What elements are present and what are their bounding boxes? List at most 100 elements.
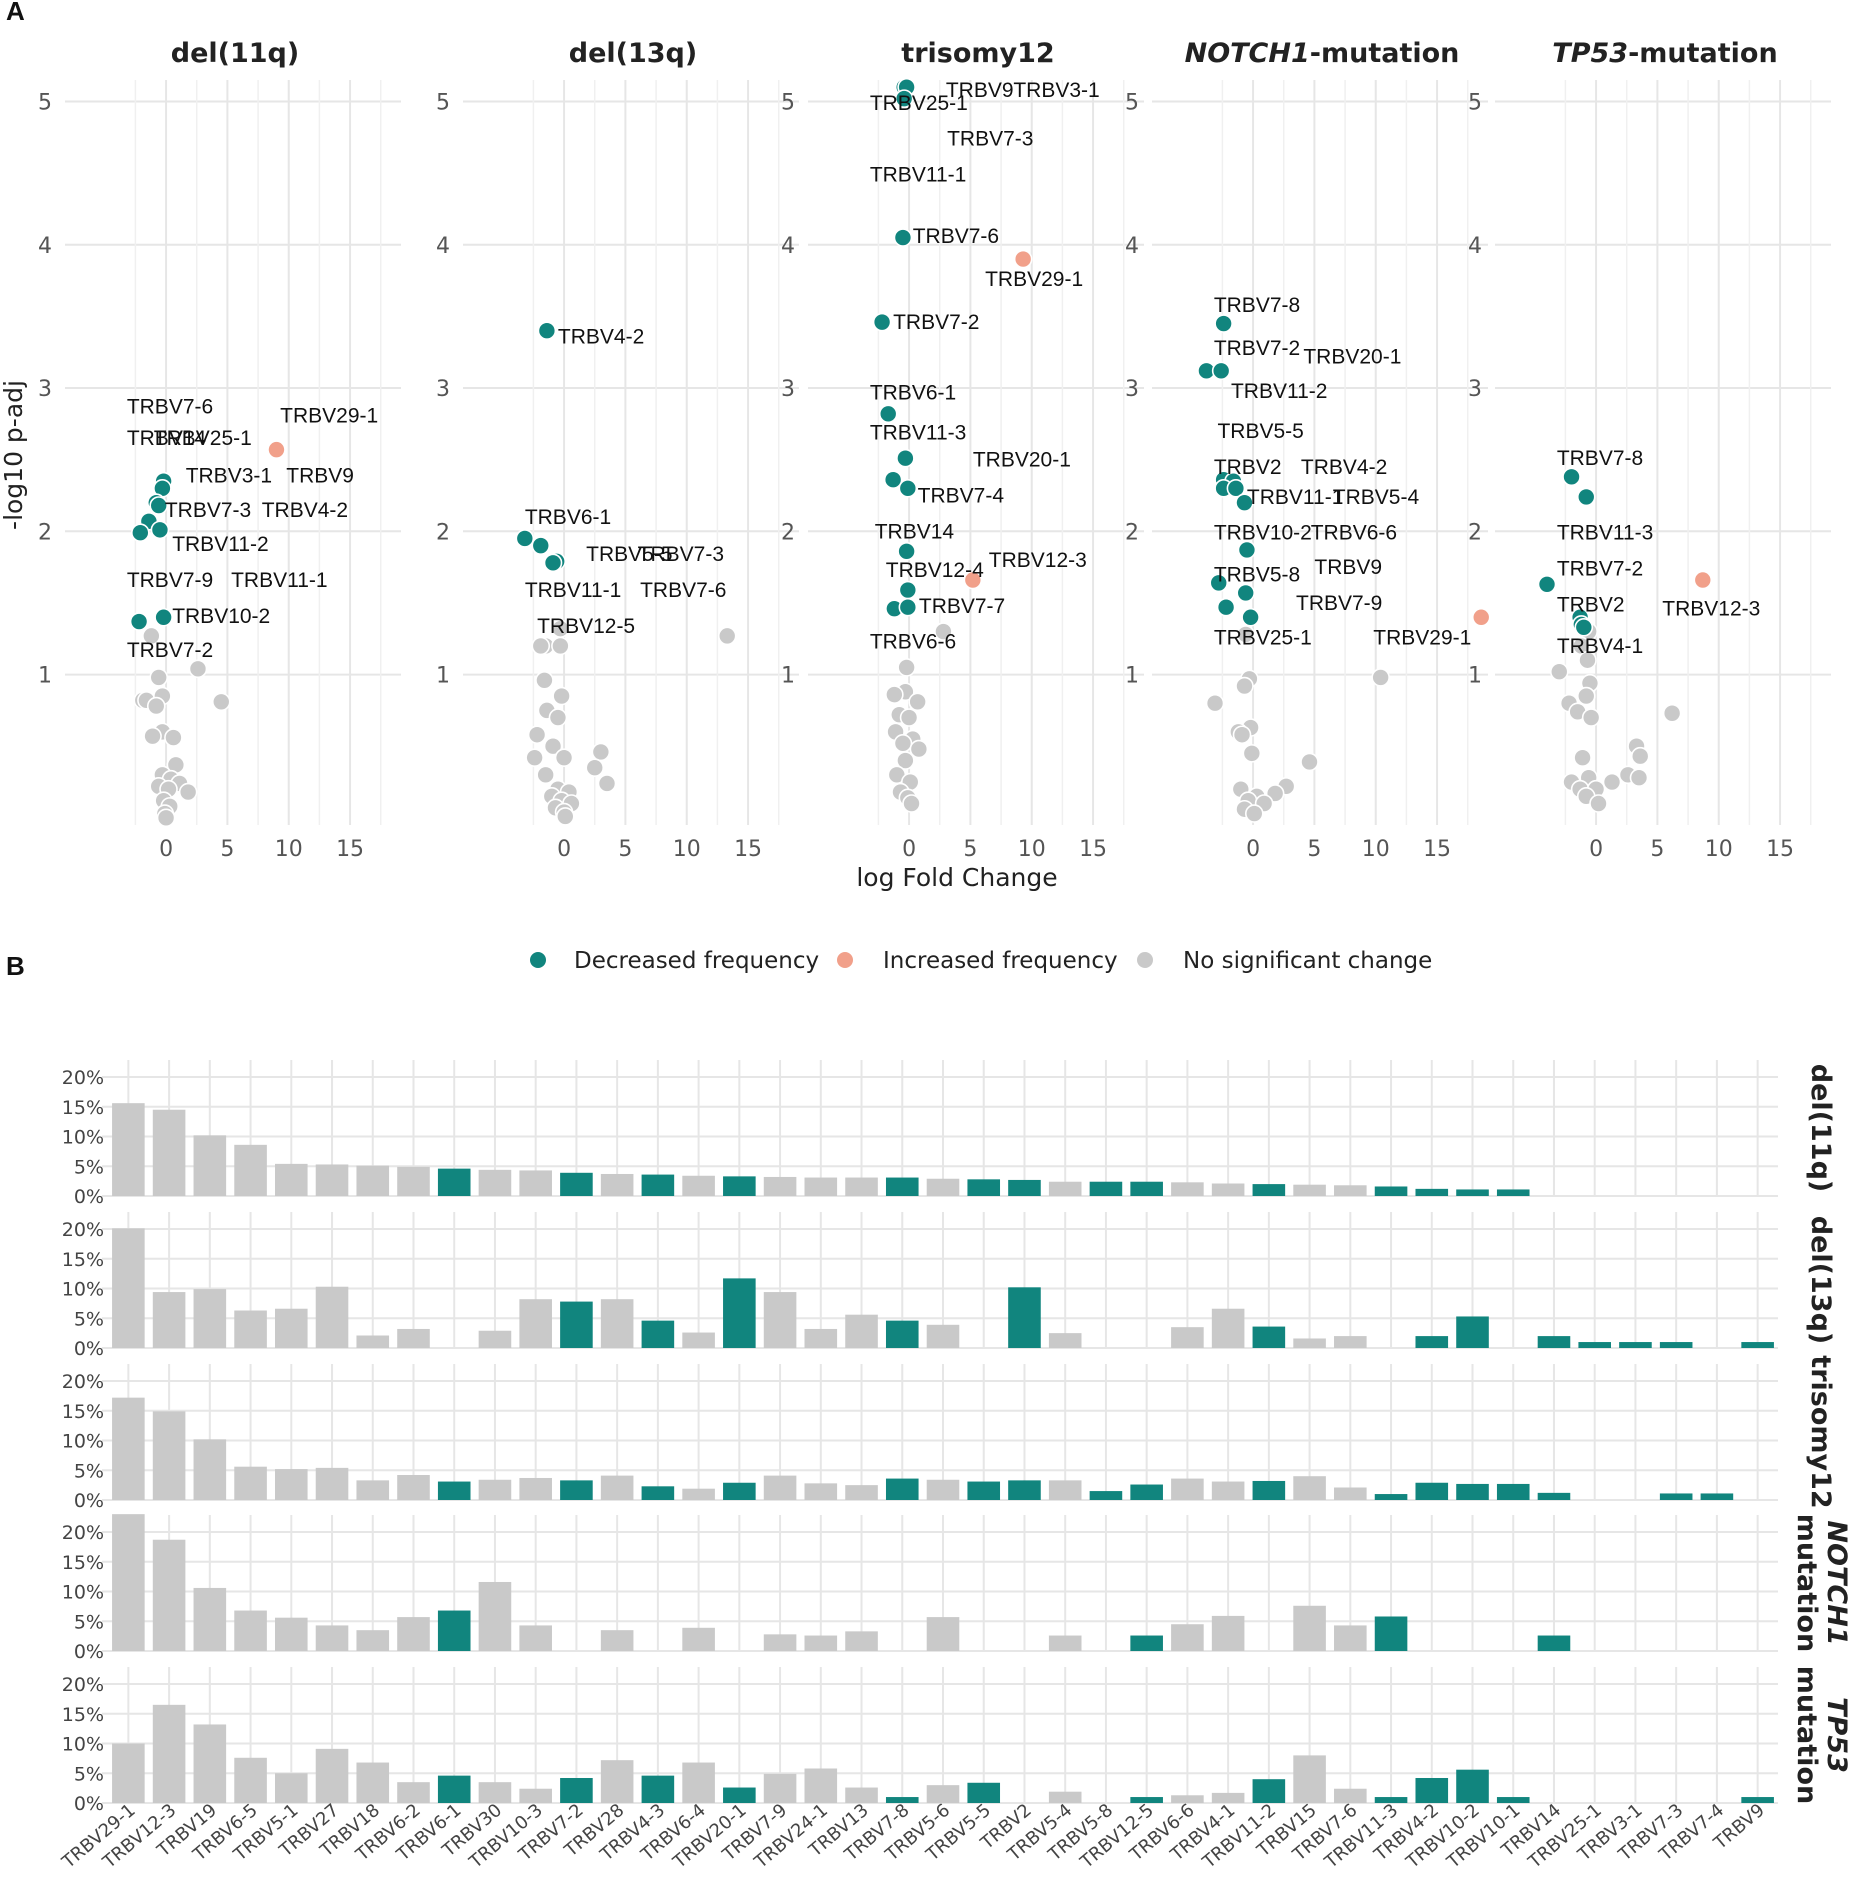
bar-no-change: [315, 1286, 349, 1348]
y-tick-label: 3: [436, 377, 450, 402]
bar-no-change: [152, 1109, 186, 1196]
bar-no-change: [804, 1635, 838, 1651]
bar-decreased: [1415, 1188, 1449, 1196]
y-tick-label: 5%: [74, 1308, 104, 1330]
x-tick-label: 10: [1362, 837, 1390, 862]
facet-title: trisomy12: [901, 38, 1054, 69]
x-tick-label: 5: [1650, 837, 1664, 862]
x-tick-label: 5: [1307, 837, 1321, 862]
bar-decreased: [1252, 1184, 1286, 1196]
bar-no-change: [682, 1627, 715, 1651]
bar-no-change: [478, 1581, 512, 1651]
point-no-change: [1662, 703, 1682, 723]
point-no-change: [1589, 794, 1608, 813]
point-no-change: [164, 728, 183, 747]
y-tick-label: 0%: [74, 1641, 104, 1663]
point-label: TRBV11-3: [870, 421, 966, 444]
point-decreased: [531, 536, 551, 555]
point-label: TRBV29-1: [1373, 626, 1471, 649]
bar-decreased: [641, 1174, 675, 1196]
bar-facet: 0% 5% 10% 15% 20% del(11q): [62, 1060, 1836, 1208]
volcano-facet: 1 2 3 4 5 0 5 10 15 del(11q) TRBV7-6 TRBV14TRBV25-1…: [38, 38, 401, 862]
bar-no-change: [152, 1539, 186, 1651]
volcano-facet: 1 2 3 4 5 0 5 10 15 TP53-mutation TRBV7-8 TRBV11-3 T…: [1468, 38, 1831, 862]
bar-decreased: [1130, 1635, 1163, 1651]
y-tick-label: 15%: [62, 1097, 104, 1119]
x-tick-label: 15: [734, 837, 762, 862]
bar-decreased: [885, 1177, 919, 1196]
bar-no-change: [845, 1314, 878, 1348]
point-label: TRBV4-1: [1557, 635, 1643, 658]
point-label: TRBV7-2: [127, 639, 213, 662]
point-decreased: [872, 312, 892, 332]
bar-no-change: [763, 1292, 797, 1348]
bar-decreased: [1415, 1482, 1449, 1500]
point-decreased: [537, 321, 557, 341]
point-no-change: [1205, 693, 1225, 713]
y-tick-label: 5: [38, 90, 52, 115]
bar-no-change: [193, 1289, 227, 1348]
bar-no-change: [1334, 1788, 1367, 1803]
y-tick-label: 20%: [62, 1522, 104, 1544]
y-tick-label: 10%: [62, 1127, 104, 1149]
bar-no-change: [1211, 1481, 1245, 1500]
bar-no-change: [926, 1324, 960, 1348]
bar-no-change: [315, 1164, 349, 1196]
point-decreased: [1209, 573, 1229, 593]
bar-no-change: [234, 1610, 267, 1651]
bar-decreased: [1700, 1493, 1734, 1500]
bar-decreased: [437, 1481, 471, 1500]
y-tick-label: 4: [781, 234, 795, 259]
bar-no-change: [804, 1177, 838, 1196]
bar-decreased: [1537, 1635, 1571, 1651]
point-increased: [1471, 607, 1491, 627]
bar-no-change: [1048, 1181, 1082, 1196]
legend-none-label: No significant change: [1183, 948, 1432, 974]
bar-no-change: [193, 1587, 227, 1651]
point-no-change: [143, 726, 162, 746]
bar-decreased: [1374, 1186, 1408, 1196]
bar-decreased: [1130, 1797, 1163, 1803]
bar-no-change: [1048, 1480, 1082, 1500]
bar-no-change: [763, 1475, 797, 1500]
point-decreased: [154, 607, 173, 627]
point-no-change: [1235, 676, 1254, 696]
point-no-change: [1576, 686, 1596, 706]
point-label: TRBV12-3: [989, 549, 1087, 572]
point-label: TRBV7-2: [1557, 558, 1643, 581]
bar-no-change: [600, 1173, 634, 1196]
point-no-change: [211, 692, 231, 712]
x-tick-label: 10: [673, 837, 701, 862]
point-decreased: [131, 523, 150, 543]
point-label: TRBV12-5: [537, 615, 635, 638]
y-tick-label: 0%: [74, 1186, 104, 1208]
point-no-change: [1581, 708, 1601, 727]
facet-strip-label: del(11q): [1805, 1064, 1836, 1192]
bar-decreased: [1659, 1342, 1693, 1348]
point-label: TRBV7-3: [638, 543, 724, 566]
point-no-change: [591, 742, 611, 762]
bar-decreased: [1252, 1480, 1286, 1500]
point-no-change: [1629, 768, 1649, 788]
point-decreased: [896, 448, 915, 468]
point-increased: [1693, 570, 1713, 590]
y-tick-label: 2: [1468, 520, 1482, 545]
x-tick-label: 5: [220, 837, 234, 862]
bar-no-change: [152, 1411, 186, 1500]
bar-decreased: [560, 1778, 593, 1803]
x-tick-label: 15: [1423, 837, 1451, 862]
point-label: TRBV7-2: [893, 311, 979, 334]
point-no-change: [1578, 650, 1597, 670]
point-label: TRBV6-6: [870, 631, 956, 654]
bar-decreased: [1008, 1287, 1041, 1348]
point-label: TRBV25-1: [1214, 626, 1312, 649]
point-decreased: [1235, 493, 1254, 512]
bar-no-change: [356, 1480, 390, 1500]
y-tick-label: 3: [781, 377, 795, 402]
legend-decreased-label: Decreased frequency: [574, 948, 819, 974]
bar-decreased: [1537, 1336, 1571, 1348]
y-tick-label: 5: [1468, 90, 1482, 115]
y-tick-label: 3: [1125, 377, 1139, 402]
y-tick-label: 1: [781, 664, 795, 689]
